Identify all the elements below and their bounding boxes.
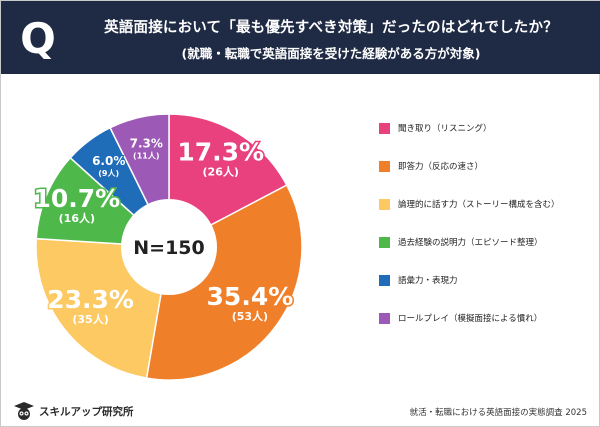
legend-swatch: [379, 122, 390, 134]
pie-percent-label: 10.7%: [33, 184, 120, 213]
legend-label: 過去経験の説明力（エピソード整理）: [398, 238, 543, 248]
legend-label: 語彙力・表現力: [398, 276, 458, 286]
legend-item: 聞き取り（リスニング）: [379, 121, 492, 135]
pie-center-hole: [121, 199, 217, 295]
pie-percent-label: 17.3%: [177, 137, 264, 166]
pie-center-label: N=150: [133, 237, 204, 259]
legend-swatch: [379, 160, 390, 172]
pie-slice: [145, 184, 303, 381]
pie-percent-label: 7.3%: [130, 137, 163, 151]
legend-item: 過去経験の説明力（エピソード整理）: [379, 235, 543, 249]
header-banner: Q 英語面接において「最も優先すべき対策」だったのはどれでしたか？ (就職・転職…: [1, 1, 600, 74]
brand-name: スキルアップ研究所: [39, 405, 134, 418]
legend-swatch: [379, 312, 390, 324]
q-mark-icon: Q: [20, 14, 56, 63]
graduate-owl-icon: [14, 402, 34, 420]
legend-item: 論理的に話す力（ストーリー構成を含む）: [379, 197, 560, 211]
survey-note: 就活・転職における英語面接の実態調査 2025: [409, 408, 587, 418]
legend-item: ロールプレイ（模擬面接による慣れ）: [379, 311, 542, 325]
pie-count-label: (53人): [232, 309, 268, 323]
pie-percent-label: 23.3%: [47, 285, 134, 314]
legend-swatch: [379, 198, 390, 210]
pie-count-label: (9人): [98, 168, 119, 178]
question-title: 英語面接において「最も優先すべき対策」だったのはどれでしたか？: [104, 20, 558, 36]
pie-count-label: (11人): [133, 151, 159, 161]
pie-count-label: (16人): [59, 211, 95, 225]
pie-count-label: (26人): [203, 164, 239, 178]
legend-swatch: [379, 236, 390, 248]
legend-item: 即答力（反応の速さ）: [379, 159, 483, 173]
legend-label: 聞き取り（リスニング）: [398, 124, 492, 134]
pie-data-labels: 17.3%(26人) 35.4%(53人) 23.3%(35人) 10.7%(16人)…: [32, 136, 295, 328]
legend-label: 即答力（反応の速さ）: [398, 162, 484, 172]
q-mark-text: Q: [20, 14, 56, 63]
legend-swatch: [379, 274, 390, 286]
legend-label: ロールプレイ（模擬面接による慣れ）: [398, 314, 543, 324]
pie-count-label: (35人): [72, 312, 108, 326]
pie-percent-label: 35.4%: [207, 282, 294, 311]
legend-label: 論理的に話す力（ストーリー構成を含む）: [398, 200, 560, 210]
pie-percent-label: 6.0%: [92, 154, 125, 168]
brand-logo: スキルアップ研究所: [13, 401, 134, 421]
pie-chart: 17.3%(26人) 35.4%(53人) 23.3%(35人) 10.7%(16人)…: [32, 113, 303, 381]
legend-item: 語彙力・表現力: [379, 273, 458, 287]
question-subtitle: (就職・転職で英語面接を受けた経験がある方が対象): [181, 46, 481, 61]
